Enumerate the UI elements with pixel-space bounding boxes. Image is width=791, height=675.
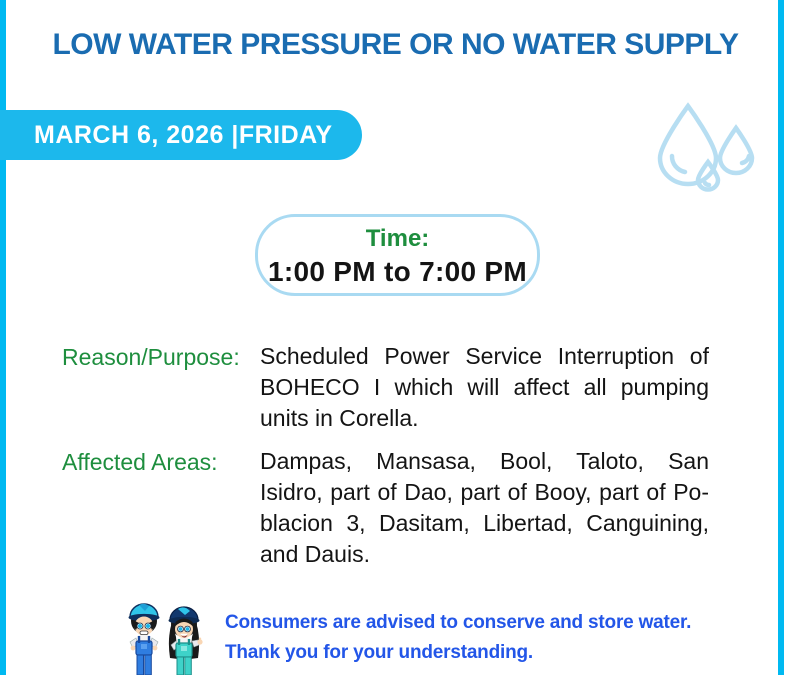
affected-areas-text: Dampas, Mansasa, Bool, Taloto, San Isidr… xyxy=(260,446,709,570)
reason-text: Scheduled Power Service Interruption of … xyxy=(260,341,709,434)
affected-areas-line: blacion 3, Dasitam, Libertad, Canguining… xyxy=(260,510,709,536)
right-border-line xyxy=(778,0,784,675)
water-utility-mascots-illustration xyxy=(128,603,203,675)
time-value: 1:00 PM to 7:00 PM xyxy=(267,256,528,287)
date-banner: MARCH 6, 2026 |FRIDAY xyxy=(0,110,362,160)
affected-areas-label: Affected Areas: xyxy=(62,449,218,475)
water-droplets-icon xyxy=(657,102,755,192)
reason-line: units in Corella. xyxy=(260,405,419,431)
affected-areas-line: Isidro, part of Dao, part of Booy, part … xyxy=(260,479,709,505)
reason-line: BOHECO I which will affect all pumping xyxy=(260,374,709,400)
page-title: LOW WATER PRESSURE OR NO WATER SUPPLY xyxy=(52,28,739,61)
time-label: Time: xyxy=(365,225,430,252)
reason-label: Reason/Purpose: xyxy=(62,344,240,370)
footer-line: Consumers are advised to conserve and st… xyxy=(225,612,692,633)
affected-areas-line: Dampas, Mansasa, Bool, Taloto, San xyxy=(260,448,709,474)
reason-line: Scheduled Power Service Interruption of xyxy=(260,343,709,369)
left-border-line xyxy=(0,0,6,675)
footer-advisory: Consumers are advised to conserve and st… xyxy=(225,608,745,668)
footer-line: Thank you for your understanding. xyxy=(225,642,533,663)
time-box: Time: 1:00 PM to 7:00 PM xyxy=(255,214,540,296)
boy-mascot xyxy=(128,603,160,675)
affected-areas-line: and Dauis. xyxy=(260,541,370,567)
girl-mascot xyxy=(168,606,203,675)
